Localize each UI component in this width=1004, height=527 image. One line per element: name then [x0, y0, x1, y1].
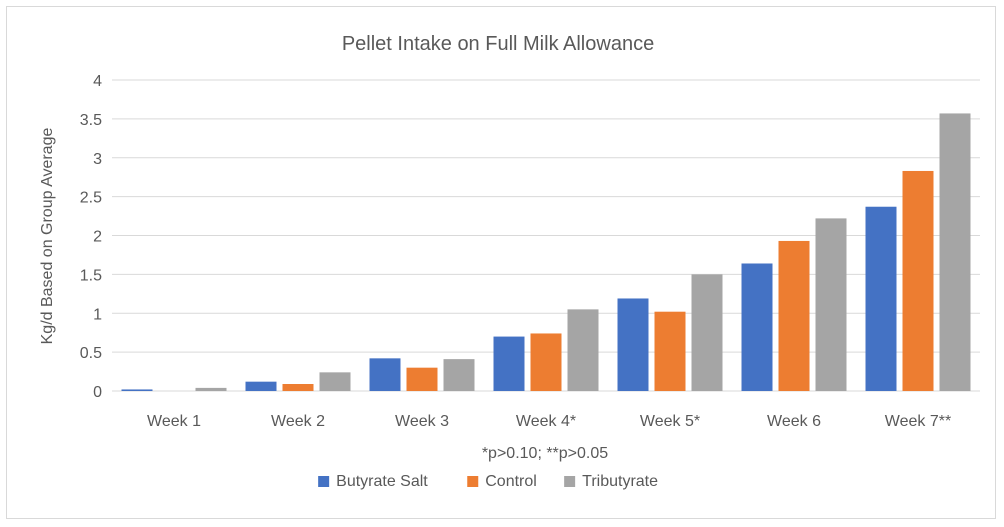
bar-butyrate-salt [617, 298, 649, 391]
bar-control [530, 333, 562, 391]
bar-tributyrate [939, 113, 971, 392]
y-tick-label: 2.5 [80, 190, 102, 207]
y-tick-label: 4 [93, 73, 102, 90]
bar-control [406, 367, 438, 391]
y-tick-label: 1 [93, 306, 102, 323]
bar-butyrate-salt [493, 336, 525, 391]
x-axis-ticks: Week 1 Week 2 Week 3 Week 4* Week 5* Week 6 We… [147, 413, 951, 430]
bar-butyrate-salt [369, 358, 401, 391]
bar-control [654, 311, 686, 391]
bar-butyrate-salt [121, 389, 153, 391]
x-tick-label: Week 6 [767, 413, 821, 430]
bar-tributyrate [443, 359, 475, 391]
bar-tributyrate [691, 274, 723, 391]
legend-label: Control [485, 473, 537, 490]
legend: Butyrate Salt Control Tributyrate [318, 473, 658, 490]
y-axis-label: Kg/d Based on Group Average [39, 128, 56, 345]
significance-note: *p>0.10; **p>0.05 [482, 445, 608, 462]
y-tick-label: 3 [93, 151, 102, 168]
bar-tributyrate [319, 372, 351, 391]
bar-butyrate-salt [865, 206, 897, 391]
legend-swatch [467, 476, 479, 487]
x-tick-label: Week 7** [885, 413, 951, 430]
y-axis-ticks: 0 0.5 1 1.5 2 2.5 3 3.5 4 [80, 73, 102, 401]
x-tick-label: Week 2 [271, 413, 325, 430]
y-tick-label: 2 [93, 229, 102, 246]
y-tick-label: 3.5 [80, 112, 102, 129]
y-tick-label: 1.5 [80, 267, 102, 284]
legend-swatch [318, 476, 330, 487]
chart-title: Pellet Intake on Full Milk Allowance [342, 33, 654, 55]
bars [121, 113, 971, 392]
x-tick-label: Week 5* [640, 413, 700, 430]
bar-butyrate-salt [245, 381, 277, 391]
bar-control [902, 170, 934, 391]
bar-tributyrate [195, 387, 227, 391]
legend-label: Tributyrate [582, 473, 658, 490]
bar-butyrate-salt [741, 263, 773, 391]
x-tick-label: Week 4* [516, 413, 576, 430]
x-tick-label: Week 3 [395, 413, 449, 430]
legend-swatch [564, 476, 576, 487]
x-tick-label: Week 1 [147, 413, 201, 430]
y-tick-label: 0.5 [80, 345, 102, 362]
bar-tributyrate [815, 218, 847, 391]
y-tick-label: 0 [93, 384, 102, 401]
bar-tributyrate [567, 309, 599, 391]
legend-label: Butyrate Salt [336, 473, 428, 490]
bar-control [282, 384, 314, 391]
bar-control [778, 240, 810, 391]
